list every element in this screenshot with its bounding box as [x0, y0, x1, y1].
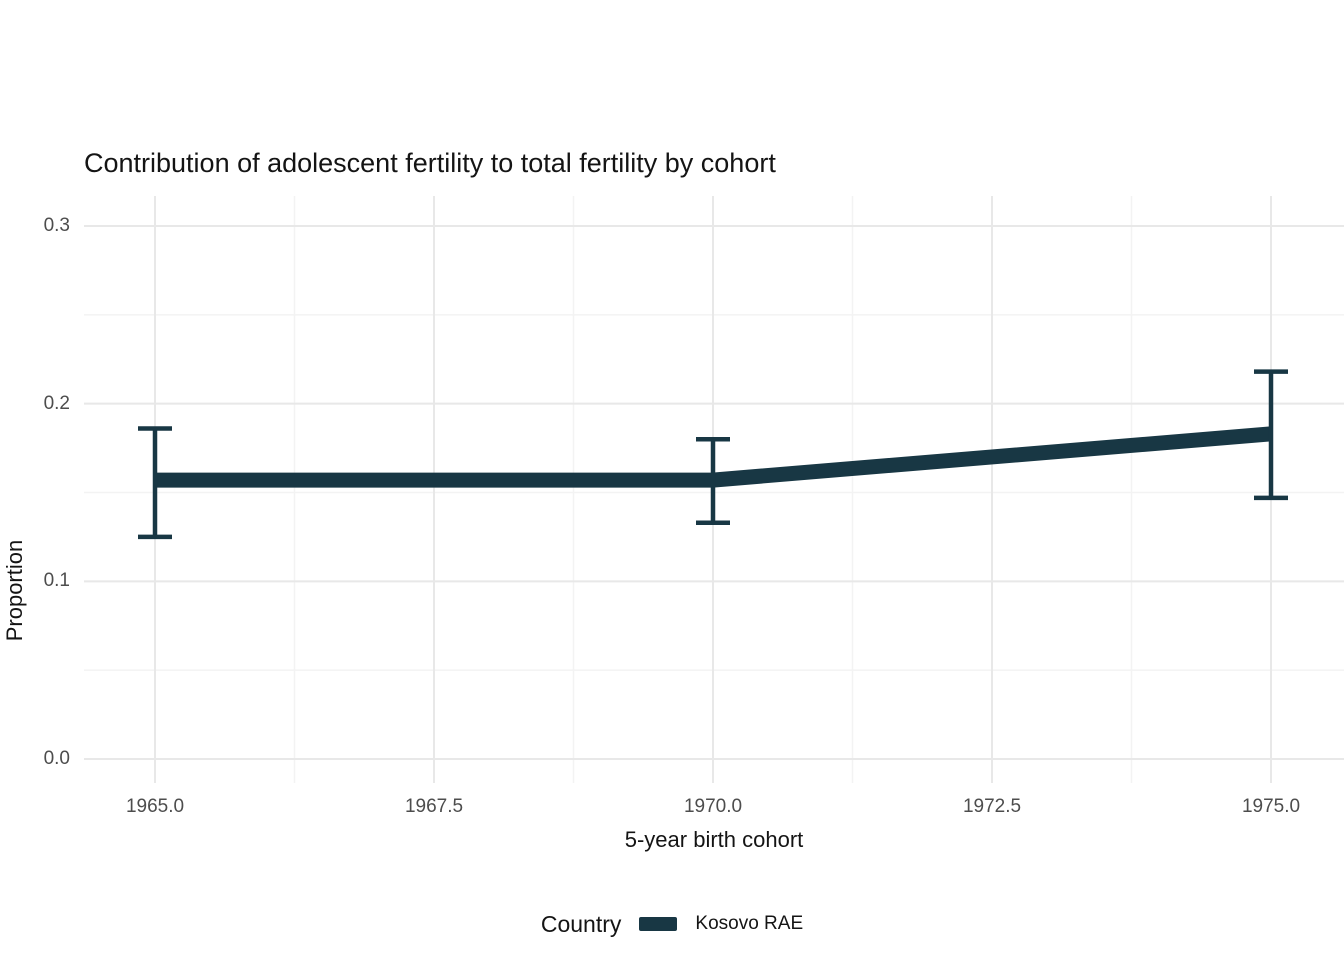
y-axis-title: Proportion: [2, 539, 27, 642]
y-tick-label: 0.2: [43, 392, 70, 414]
x-tick-label: 1970.0: [683, 796, 743, 817]
legend-swatch-kosovo-rae: [639, 917, 678, 931]
x-axis-title: 5-year birth cohort: [624, 827, 804, 852]
legend-title: Country: [540, 910, 622, 937]
x-tick-label: 1975.0: [1241, 796, 1301, 817]
legend: Country Kosovo RAE: [0, 903, 1344, 945]
y-tick-label: 0.1: [43, 570, 70, 592]
x-tick-label: 1965.0: [125, 796, 185, 817]
y-tick-label: 0.3: [43, 215, 70, 236]
y-tick-label: 0.0: [43, 748, 70, 769]
x-tick-label: 1972.5: [962, 796, 1022, 817]
chart-title: Contribution of adolescent fertility to …: [84, 148, 776, 178]
legend-label-kosovo-rae: Kosovo RAE: [695, 913, 804, 934]
x-tick-label: 1967.5: [404, 796, 464, 817]
